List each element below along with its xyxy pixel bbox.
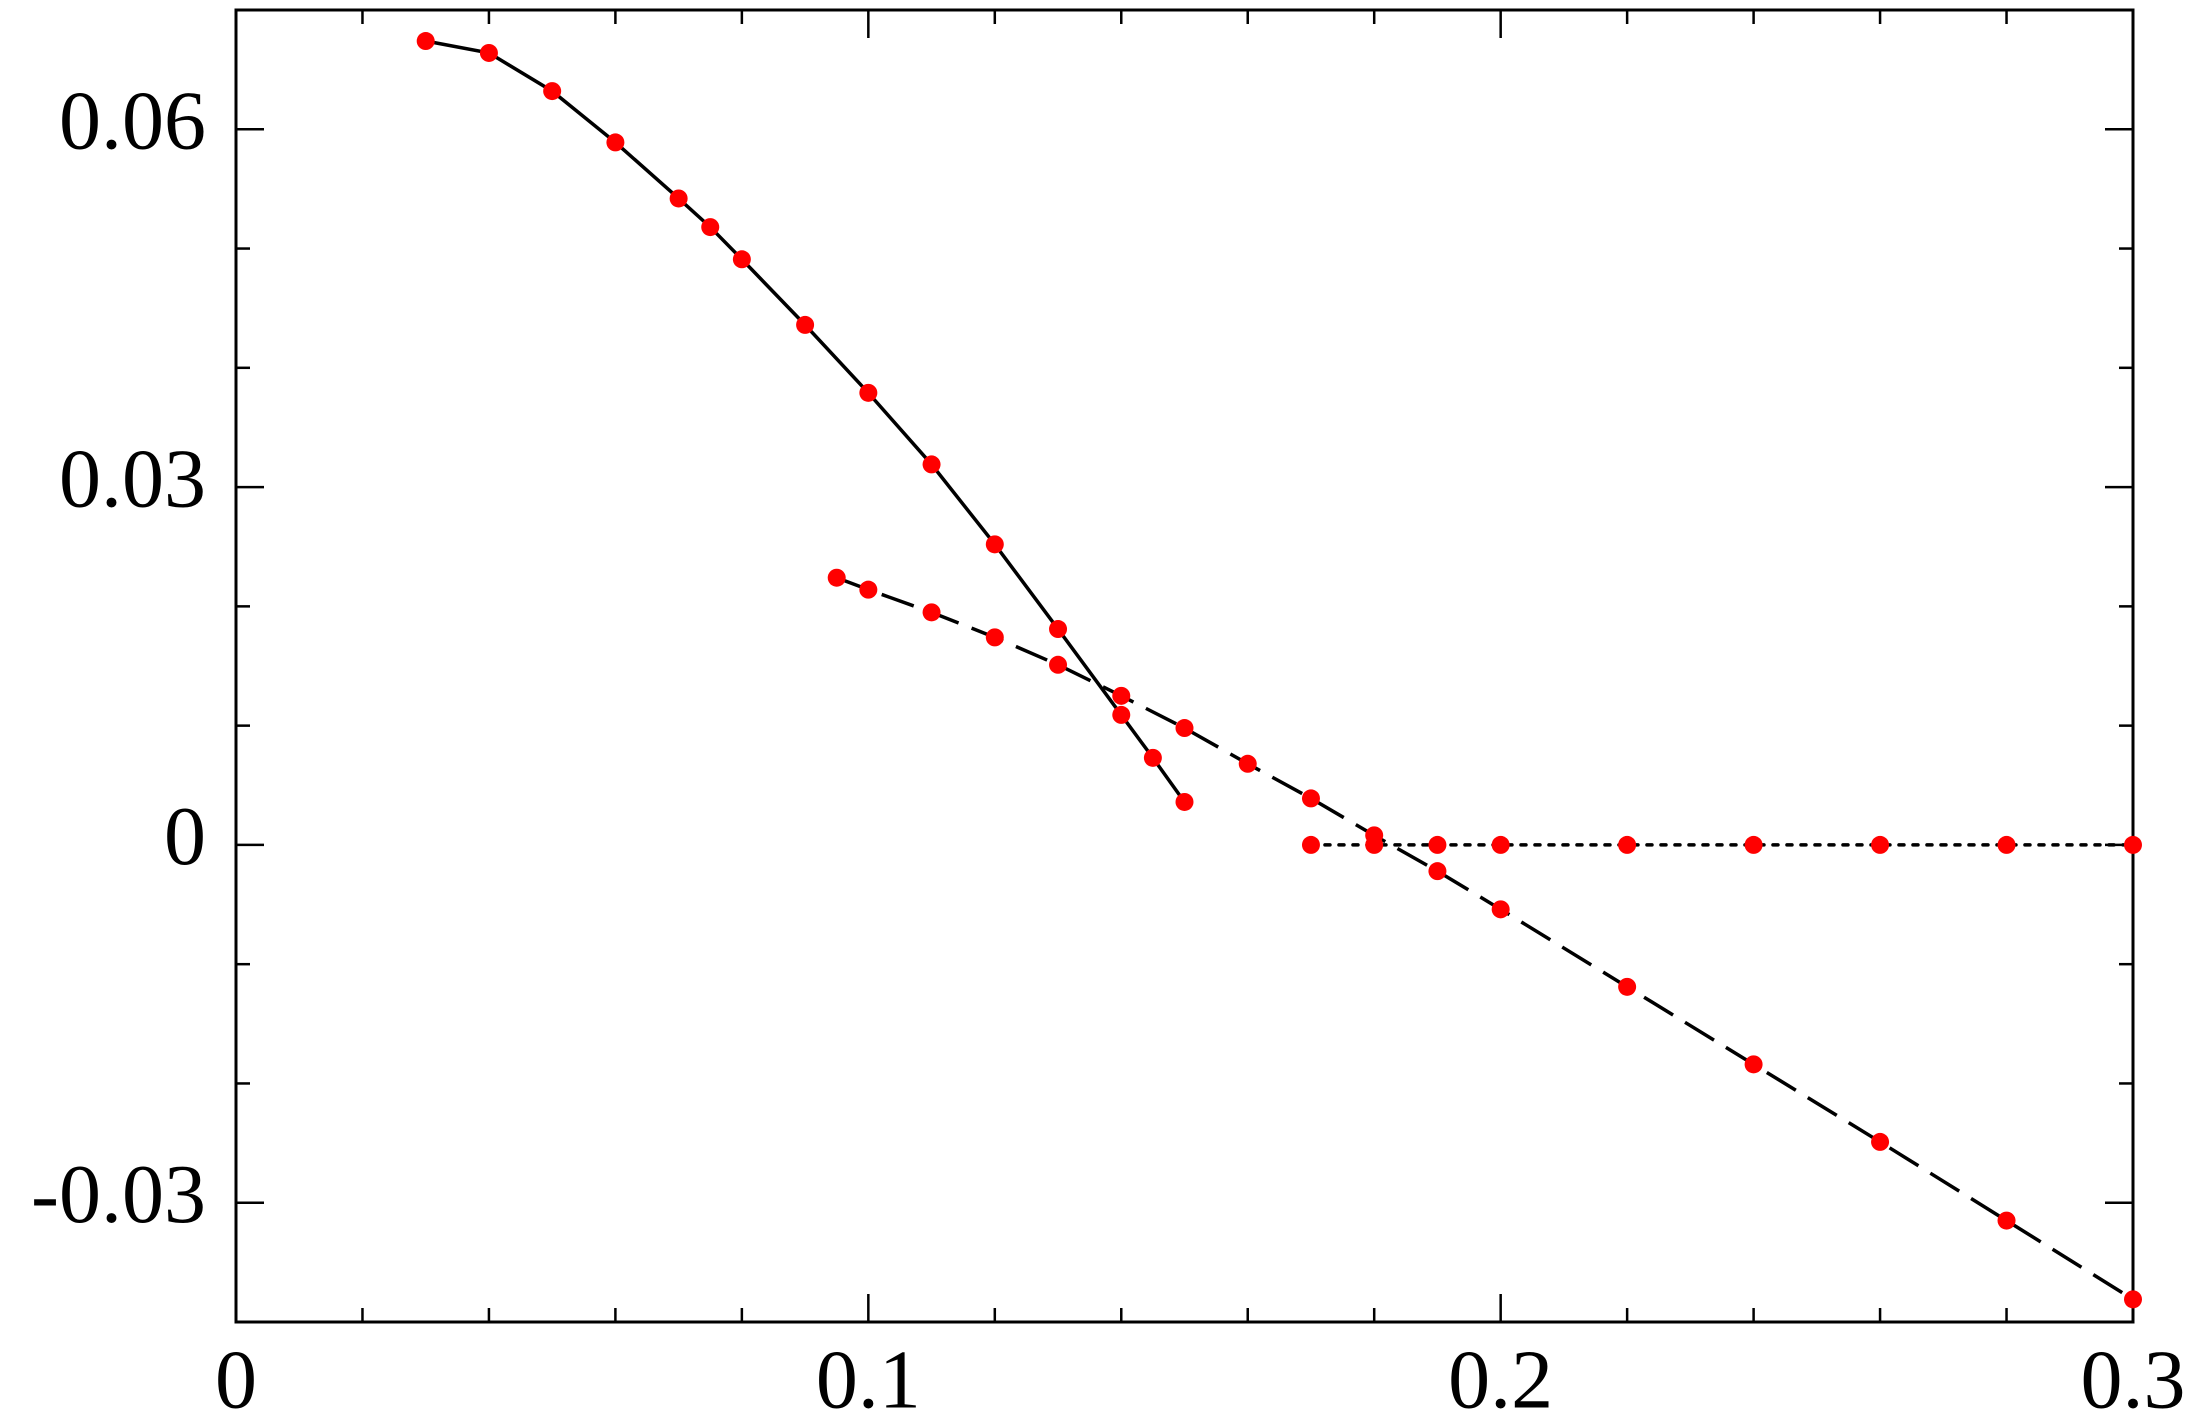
x-tick-label: 0.2 [1448,1333,1553,1425]
series-line [836,576,2134,1301]
x-tick-label: 0 [215,1333,257,1425]
data-point [1618,977,1637,996]
data-point [1049,655,1068,674]
data-point [416,32,435,51]
data-point [2124,835,2142,854]
y-tick-label: -0.03 [31,1148,206,1241]
data-point [479,43,498,62]
data-point [1871,835,1890,854]
data-point [922,455,941,474]
data-point [1301,835,1320,854]
data-point [1112,705,1131,724]
data-point [796,315,815,334]
plot-frame [234,8,2135,1324]
data-point [1997,835,2016,854]
data-point [1871,1132,1890,1151]
data-point [859,580,878,599]
data-point [985,628,1004,647]
data-point [1301,789,1320,808]
data-point [701,218,720,237]
data-point [1238,754,1257,773]
data-point [1744,835,1763,854]
data-point [922,603,941,622]
data-point [1365,835,1384,854]
x-tick-label: 0.1 [816,1333,921,1425]
data-point [1744,1055,1763,1074]
data-point [1491,835,1510,854]
data-point [859,383,878,402]
data-point [1428,835,1447,854]
data-point [1175,719,1194,738]
data-point [669,189,688,208]
data-point [985,535,1004,554]
data-point [606,133,625,152]
x-tick-label: 0.3 [2081,1333,2186,1425]
series-line [425,39,1186,803]
y-tick-label: 0 [164,790,206,883]
data-point [1618,835,1637,854]
data-point [1112,686,1131,705]
data-point [2124,1290,2142,1309]
y-tick-label: 0.03 [59,432,206,525]
data-point [1049,620,1068,639]
data-point [1175,792,1194,811]
data-point [1143,748,1162,767]
data-point [1428,862,1447,881]
data-point [543,82,562,101]
y-tick-label: 0.06 [59,75,206,168]
data-point [1997,1211,2016,1230]
data-point [1491,900,1510,919]
data-point [732,250,751,269]
data-point [827,568,846,587]
